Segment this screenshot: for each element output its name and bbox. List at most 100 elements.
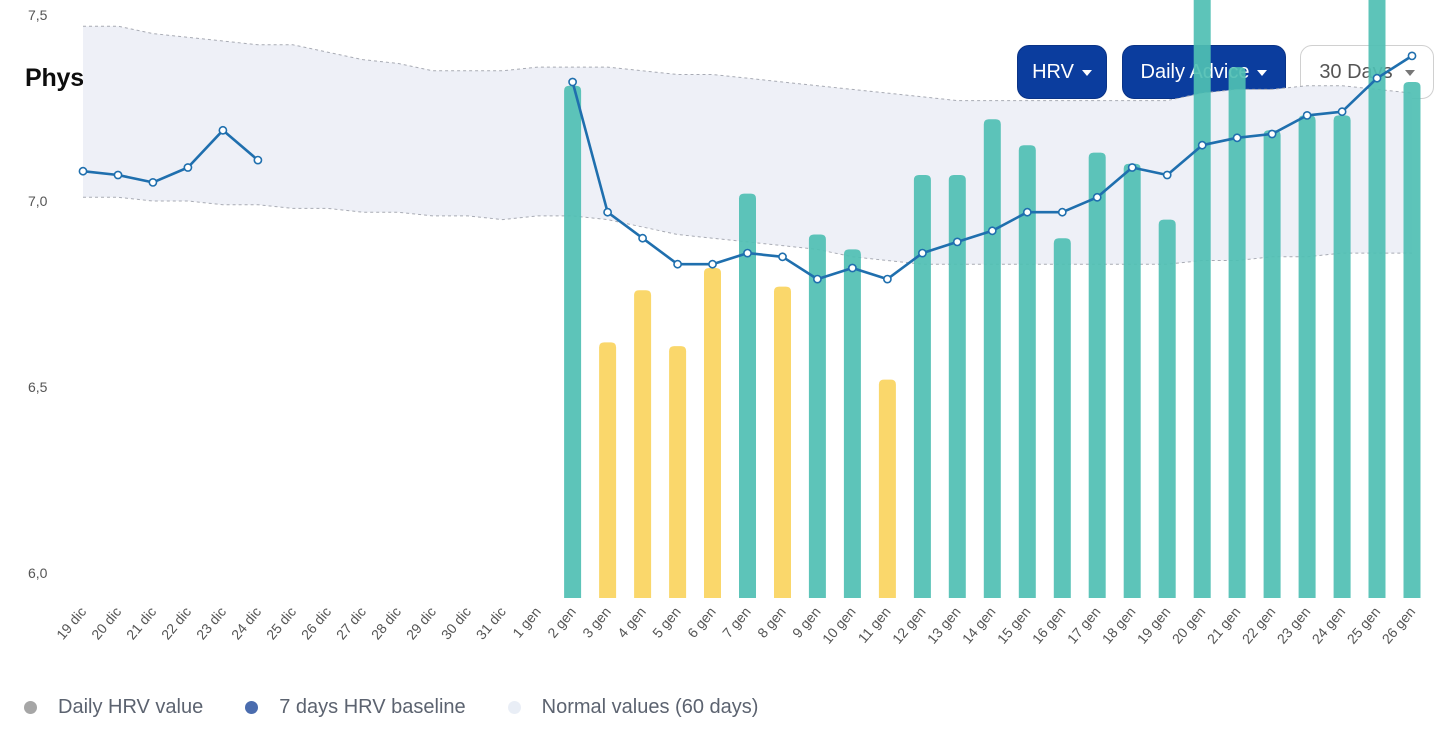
x-tick-label: 12 gen xyxy=(889,604,929,647)
x-tick-label: 14 gen xyxy=(959,604,999,647)
chart-legend: Daily HRV value 7 days HRV baseline Norm… xyxy=(24,696,800,719)
baseline-point xyxy=(1127,163,1137,172)
baseline-point xyxy=(253,155,263,165)
normal-band-upper-edge xyxy=(83,25,1413,102)
y-tick-label: 6,0 xyxy=(28,565,48,581)
baseline-point xyxy=(1162,170,1172,180)
x-tick-label: 25 dic xyxy=(263,604,299,643)
legend-marker xyxy=(245,701,259,714)
x-tick-label: 26 gen xyxy=(1379,604,1419,647)
baseline-point xyxy=(1092,192,1102,202)
x-tick-label: 21 dic xyxy=(123,604,159,643)
hrv-bar xyxy=(878,379,896,598)
x-tick-label: 24 gen xyxy=(1309,604,1349,647)
hrv-bar xyxy=(1298,115,1316,599)
x-tick-label: 9 gen xyxy=(789,604,824,641)
baseline-point xyxy=(778,252,787,262)
baseline-point xyxy=(1337,107,1347,117)
y-tick-label: 7,5 xyxy=(28,7,48,23)
baseline-point xyxy=(1197,140,1207,150)
x-tick-label: 20 gen xyxy=(1169,604,1209,647)
hrv-bar xyxy=(913,175,931,598)
chevron-down-icon xyxy=(1257,70,1268,76)
baseline-segment xyxy=(82,129,259,184)
y-tick-label: 7,0 xyxy=(28,193,48,209)
baseline-point xyxy=(218,125,228,135)
x-tick-label: 20 dic xyxy=(88,604,124,643)
x-tick-label: 2 gen xyxy=(544,604,579,641)
x-tick-label: 10 gen xyxy=(819,604,859,647)
hrv-bar xyxy=(774,286,791,598)
baseline-point xyxy=(1302,111,1312,120)
x-tick-label: 7 gen xyxy=(719,604,754,641)
baseline-point xyxy=(743,248,752,258)
x-tick-label: 22 gen xyxy=(1239,604,1279,647)
baseline-point xyxy=(113,170,123,180)
baseline-point xyxy=(568,77,577,87)
legend-item-daily-hrv[interactable]: Daily HRV value xyxy=(24,696,203,719)
legend-label: Normal values (60 days) xyxy=(541,696,759,718)
daily-hrv-bars xyxy=(564,0,1421,599)
hrv-bar xyxy=(1403,82,1421,598)
hrv-bar xyxy=(1368,0,1386,598)
hrv-bar xyxy=(739,193,756,598)
chevron-down-icon xyxy=(1404,70,1415,76)
baseline-point xyxy=(183,163,193,172)
x-tick-label: 5 gen xyxy=(649,604,684,641)
x-tick-label: 28 dic xyxy=(368,604,404,643)
hrv-bar xyxy=(843,249,861,598)
x-tick-label: 3 gen xyxy=(579,604,614,641)
x-tick-label: 19 dic xyxy=(53,604,89,643)
hrv-bar xyxy=(948,175,966,598)
legend-marker xyxy=(507,701,521,714)
x-tick-label: 31 dic xyxy=(473,604,509,643)
x-tick-label: 6 gen xyxy=(684,604,719,641)
legend-item-normal-values[interactable]: Normal values (60 days) xyxy=(507,696,759,719)
baseline-point xyxy=(148,177,158,187)
x-tick-label: 26 dic xyxy=(298,604,334,643)
baseline-point xyxy=(883,274,892,284)
legend-item-baseline[interactable]: 7 days HRV baseline xyxy=(245,696,466,719)
metric-dropdown-button[interactable]: HRV xyxy=(1017,45,1107,99)
x-tick-label: 24 dic xyxy=(228,604,264,643)
x-tick-label: 15 gen xyxy=(994,604,1034,647)
baseline-point xyxy=(78,166,88,176)
hrv-bar xyxy=(669,346,687,598)
baseline-point xyxy=(987,226,997,236)
baseline-point xyxy=(603,207,612,217)
x-tick-label: 18 gen xyxy=(1099,604,1139,647)
y-axis: 8,07,57,06,56,0 xyxy=(28,7,48,581)
x-tick-label: 30 dic xyxy=(438,604,474,643)
hrv-bar xyxy=(634,290,652,598)
x-tick-label: 29 dic xyxy=(403,604,439,643)
legend-label: Daily HRV value xyxy=(58,696,204,718)
hrv-bar xyxy=(1333,115,1351,599)
chevron-down-icon xyxy=(1081,70,1092,76)
y-tick-label: 6,5 xyxy=(28,379,48,395)
legend-label: 7 days HRV baseline xyxy=(279,696,466,718)
hrv-bar xyxy=(1053,238,1071,598)
baseline-point xyxy=(848,263,857,273)
hrv-bar xyxy=(704,268,721,598)
x-tick-label: 16 gen xyxy=(1029,604,1069,647)
hrv-bar xyxy=(983,119,1001,598)
hrv-bar xyxy=(1228,67,1246,599)
x-tick-label: 21 gen xyxy=(1204,604,1244,647)
baseline-point xyxy=(1232,133,1242,143)
baseline-point xyxy=(1372,73,1382,83)
baseline-point xyxy=(1022,207,1032,217)
baseline-point xyxy=(673,259,682,269)
hrv-bar xyxy=(1158,219,1176,598)
baseline-point xyxy=(1267,129,1277,139)
baseline-line xyxy=(78,51,1417,284)
x-tick-label: 4 gen xyxy=(614,604,649,641)
hrv-bar xyxy=(1018,145,1036,598)
x-tick-label: 22 dic xyxy=(158,604,194,643)
hrv-bar xyxy=(1193,0,1211,598)
baseline-point xyxy=(813,274,822,284)
x-tick-label: 17 gen xyxy=(1064,604,1104,647)
hrv-bar xyxy=(808,234,826,598)
hrv-bar xyxy=(564,85,582,598)
baseline-point xyxy=(1057,207,1067,217)
